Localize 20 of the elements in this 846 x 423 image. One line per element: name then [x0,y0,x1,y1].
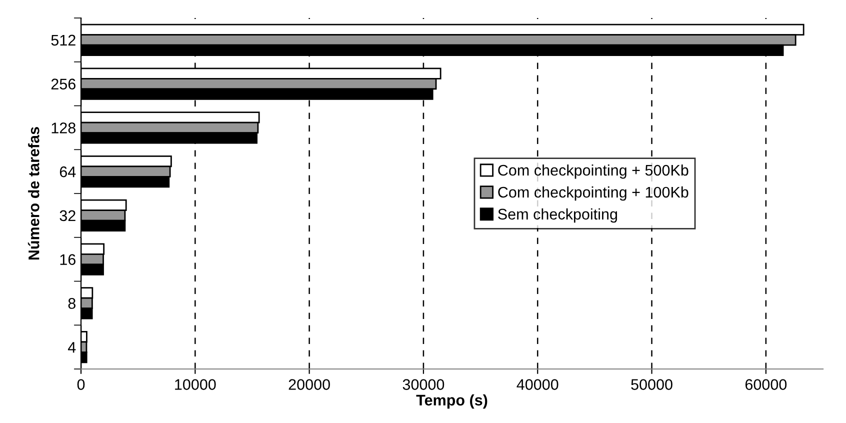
y-tick-label: 16 [60,254,76,265]
x-tick-label: 50000 [631,379,672,390]
x-tick-label: 0 [77,379,85,390]
legend-label: Com checkpointing + 500Kb [498,164,688,179]
y-axis-title: Número de tarefas [28,127,40,260]
y-tick-label: 4 [68,342,76,353]
y-tick-label: 32 [60,210,76,222]
y-tick-label: 64 [60,166,76,178]
x-tick-label: 10000 [175,379,216,390]
y-tick-label: 256 [51,78,76,90]
x-tick-label: 30000 [402,379,444,390]
x-tick-label: 20000 [288,379,330,390]
x-axis-title: Tempo (s) [416,394,488,409]
y-tick-label: 512 [51,34,76,46]
y-tick-label: 128 [52,122,76,134]
y-tick-label: 8 [68,298,76,309]
x-tick-label: 60000 [745,379,787,390]
legend-label: Com checkpointing + 100Kb [498,186,688,201]
x-tick-label: 40000 [516,379,558,390]
legend-label: Sem checkpoiting [498,208,617,223]
